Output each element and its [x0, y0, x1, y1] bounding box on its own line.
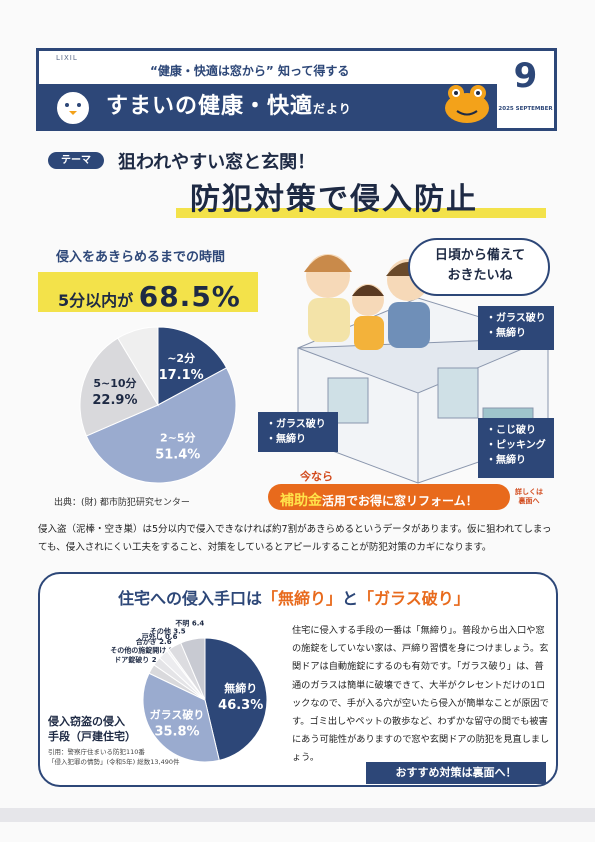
theme-tag: テーマ [48, 152, 104, 169]
pie-category-label: ドア錠破り 2.5 [114, 655, 164, 664]
callout-item: ・ガラス破り [486, 313, 546, 324]
methods-source-line-2: 「侵入犯罪の情勢」(令和5年) 総数13,490件 [48, 758, 180, 766]
header-title-band [39, 84, 497, 128]
pie-slice [117, 326, 159, 407]
stat-callout: 5分以内が 68.5% [58, 280, 241, 313]
bird-mascot-icon [55, 90, 91, 126]
intro-paragraph: 侵入盗（泥棒・空き巣）は5分以内で侵入できなければ約7割があきらめるというデータ… [38, 524, 552, 553]
callout-item: ・ガラス破り [266, 419, 326, 430]
title-suffix: だより [313, 102, 352, 116]
methods-source-line-1: 引用：警察庁住まいる防犯110番 [48, 748, 145, 756]
subsidy-lead: 今なら [300, 470, 333, 483]
subsidy-text: 補助金活用でお得に窓リフォーム！ [280, 490, 478, 510]
methods-chart-source: 引用：警察庁住まいる防犯110番「侵入犯罪の情勢」(令和5年) 総数13,490… [48, 747, 180, 767]
pie-category-label: ~2分 [167, 351, 195, 365]
pie-slice [142, 672, 220, 763]
frog-mascot-icon [445, 85, 489, 123]
pie-value-label: 46.3% [218, 698, 263, 713]
callout-entrance-door: ・こじ破り・ピッキング ・無締り [478, 418, 554, 478]
speech-bubble [408, 238, 550, 296]
pie-category-label: 2~5分 [160, 431, 196, 445]
see-back-cta: おすすめ対策は裏面へ！ [366, 762, 546, 784]
callout-window-top-right: ・ガラス破り ・無締り [478, 306, 554, 350]
issue-date: 2025 SEPTEMBER [498, 106, 553, 112]
chart-source: 出典：(財) 都市防犯研究センター [54, 498, 190, 508]
issue-box [497, 51, 554, 128]
callout-item: ・こじ破り [486, 425, 536, 436]
subsidy-message: でお得に窓リフォーム！ [346, 494, 478, 508]
stat-value: 68.5% [138, 280, 241, 313]
see-back-line-2: 裏面へ [518, 497, 540, 505]
subsidy-banner [268, 484, 510, 510]
see-back-line-1: 詳しくは [515, 488, 543, 496]
theme-heading: 狙われやすい窓と玄関！ [118, 152, 316, 173]
callout-item: ・無締り [486, 328, 526, 339]
pie-value-label: 17.1% [159, 368, 204, 383]
methods-heading-mid: と [342, 589, 359, 608]
issue-number: 9 [513, 56, 538, 96]
chart-title: 侵入をあきらめるまでの時間 [56, 250, 226, 265]
subsidy-middle: 活用 [322, 494, 347, 508]
pie-category-label: その他の施錠開け 2.3 [110, 645, 181, 654]
speech-bubble-text: 日頃から備えて おきたいね [420, 246, 540, 286]
callout-item: ・無締り [266, 434, 306, 445]
methods-chart-title: 侵入窃盗の侵入 手段（戸建住宅） [48, 714, 136, 744]
methods-heading: 住宅への侵入手口は「無締り」と「ガラス破り」 [118, 585, 470, 609]
methods-heading-q2: 「ガラス破り」 [358, 589, 470, 608]
methods-heading-q1: 「無締り」 [262, 589, 343, 608]
methods-heading-pre: 住宅への侵入手口は [118, 589, 263, 608]
intrusion-methods-panel [38, 572, 558, 787]
pie-slice [157, 326, 228, 406]
callout-item: ・無締り [486, 455, 526, 466]
brand-logo: LIXIL [56, 54, 78, 62]
heading-highlight [176, 208, 546, 218]
methods-chart-title-line-2: 手段（戸建住宅） [48, 730, 136, 743]
pie-category-label: 5~10分 [93, 376, 136, 390]
pie-category-label: 無締り [224, 681, 257, 695]
bubble-line-1: 日頃から備えて [434, 248, 526, 263]
header-subtitle: “健康・快適は窓から” 知って得する [150, 64, 350, 78]
footer-band [0, 808, 595, 822]
stat-prefix: 5分以内が [58, 291, 134, 310]
pie-category-label: ガラス破り [150, 708, 205, 722]
pie-category-label: その他 3.5 [150, 627, 186, 636]
pie-value-label: 35.8% [154, 725, 199, 740]
callout-window-left: ・ガラス破り ・無締り [258, 412, 338, 452]
pie-category-label: 戸外し 0.6 [142, 632, 178, 641]
see-back-note: 詳しくは 裏面へ [512, 488, 546, 506]
stat-highlight-band [38, 272, 258, 312]
pie-category-label: 合かぎ 2.6 [135, 637, 172, 646]
pie-slice [79, 337, 159, 437]
theme-main-heading: 防犯対策で侵入防止 [190, 182, 478, 217]
pie-slice [85, 367, 237, 484]
newsletter-title: すまいの健康・快適だより [106, 88, 352, 120]
pie-slice [180, 637, 206, 701]
pie-slice [204, 637, 268, 761]
pie-value-label: 22.9% [92, 393, 137, 408]
pie-value-label: 51.4% [155, 448, 200, 463]
methods-body-text: 住宅に侵入する手段の一番は「無締り」。普段から出入口や窓の施錠をしていない家は、… [292, 625, 550, 764]
callout-item: ・ピッキング [486, 440, 546, 451]
pie-category-label: 不明 6.4 [175, 619, 204, 628]
subsidy-highlight: 補助金 [280, 493, 322, 509]
title-main: すまいの健康・快適 [106, 94, 314, 119]
bubble-line-2: おきたいね [447, 268, 513, 283]
methods-chart-title-line-1: 侵入窃盗の侵入 [48, 715, 125, 728]
